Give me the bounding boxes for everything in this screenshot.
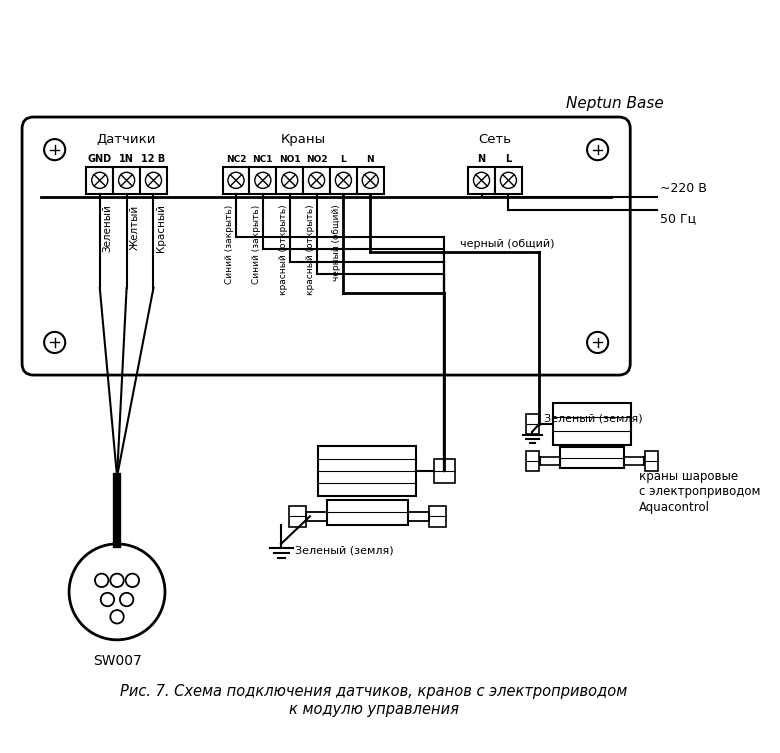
Bar <box>429 506 446 527</box>
Text: N: N <box>477 154 486 164</box>
Bar <box>113 167 140 194</box>
Text: Зеленый: Зеленый <box>103 204 112 252</box>
Text: GND: GND <box>87 154 112 164</box>
Text: 1N: 1N <box>119 154 134 164</box>
Text: ~220 В: ~220 В <box>660 181 707 195</box>
Text: Neptun Base: Neptun Base <box>566 96 664 111</box>
Text: L: L <box>341 155 346 164</box>
Text: Зеленый (земля): Зеленый (земля) <box>544 414 643 424</box>
Text: N: N <box>367 155 374 164</box>
Bar <box>560 447 623 468</box>
Text: краны шаровые: краны шаровые <box>639 470 738 483</box>
Text: Красный: Красный <box>156 204 166 252</box>
Bar <box>140 167 167 194</box>
Text: Краны: Краны <box>281 133 326 146</box>
FancyBboxPatch shape <box>22 117 630 375</box>
Text: L: L <box>505 154 512 164</box>
Text: NO1: NO1 <box>279 155 300 164</box>
Text: NC1: NC1 <box>253 155 273 164</box>
Text: Aquacontrol: Aquacontrol <box>639 501 710 514</box>
Bar <box>434 459 455 483</box>
Text: NC2: NC2 <box>225 155 246 164</box>
Bar <box>222 167 250 194</box>
Bar <box>303 167 330 194</box>
Bar <box>526 452 539 471</box>
Bar <box>495 167 522 194</box>
Text: черный (общий): черный (общий) <box>460 239 555 249</box>
Bar <box>468 167 495 194</box>
Bar <box>330 167 356 194</box>
Bar <box>356 167 384 194</box>
Text: SW007: SW007 <box>93 654 141 668</box>
Bar <box>552 403 631 445</box>
Bar <box>318 446 417 496</box>
Text: Сеть: Сеть <box>478 133 512 146</box>
Text: NO2: NO2 <box>306 155 328 164</box>
Text: Рис. 7. Схема подключения датчиков, кранов с электроприводом: Рис. 7. Схема подключения датчиков, кран… <box>120 684 628 700</box>
Text: красный (открыть): красный (открыть) <box>278 204 288 295</box>
Text: к модулю управления: к модулю управления <box>289 702 459 717</box>
Text: 12 В: 12 В <box>141 154 165 164</box>
Text: Датчики: Датчики <box>97 133 156 146</box>
Text: 50 Гц: 50 Гц <box>660 212 696 225</box>
Text: Синий (закрыть): Синий (закрыть) <box>252 204 261 284</box>
Bar <box>327 500 408 525</box>
Bar <box>289 506 306 527</box>
Bar <box>276 167 303 194</box>
Bar <box>526 414 539 434</box>
Bar <box>87 167 113 194</box>
Text: черный (общий): черный (общий) <box>332 204 342 281</box>
Text: с электроприводом: с электроприводом <box>639 486 760 498</box>
Text: Желтый: Желтый <box>129 204 140 249</box>
Text: Синий (закрыть): Синий (закрыть) <box>225 204 234 284</box>
Bar <box>250 167 276 194</box>
Text: красный (открыть): красный (открыть) <box>306 204 314 295</box>
Text: Зеленый (земля): Зеленый (земля) <box>296 546 394 556</box>
Bar <box>644 452 658 471</box>
